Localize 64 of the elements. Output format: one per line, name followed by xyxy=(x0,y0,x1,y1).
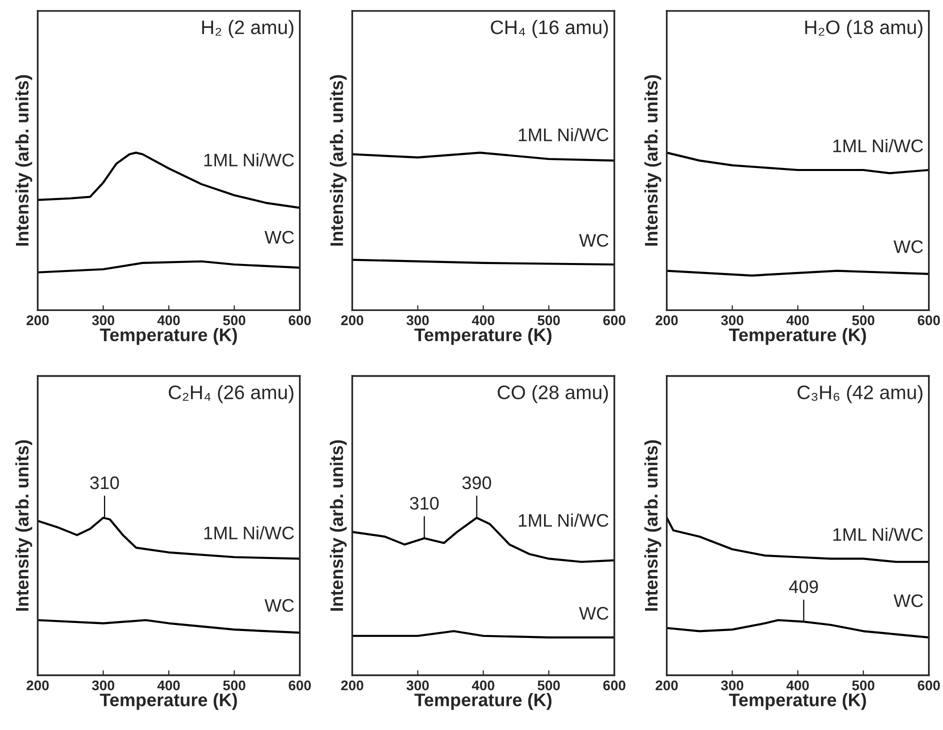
x-tick-label: 400 xyxy=(472,315,494,326)
chart-title: H₂ (2 amu) xyxy=(202,20,294,38)
x-tick-label: 500 xyxy=(852,315,874,326)
x-tick-label: 200 xyxy=(26,680,49,690)
x-tick-label: 600 xyxy=(918,315,940,326)
y-axis-title: Intensity (arb. units) xyxy=(15,440,32,611)
series-label: WC xyxy=(894,594,923,608)
x-tick-label: 300 xyxy=(721,315,744,326)
x-tick-label: 400 xyxy=(786,680,809,690)
x-tick-label: 600 xyxy=(918,680,940,690)
series-label: WC xyxy=(579,606,608,620)
series-label: WC xyxy=(264,599,294,612)
x-axis-title: Temperature (K) xyxy=(728,328,866,345)
x-tick-label: 600 xyxy=(288,315,311,326)
x-tick-label: 200 xyxy=(341,680,364,690)
x-tick-label: 400 xyxy=(157,315,180,326)
x-tick-label: 500 xyxy=(223,680,246,690)
annotation: 409 xyxy=(789,580,818,594)
x-tick-label: 400 xyxy=(786,315,809,326)
x-tick-label: 500 xyxy=(538,315,560,326)
series-label: 1ML Ni/WC xyxy=(204,526,294,540)
annotation: 310 xyxy=(90,476,119,490)
x-axis-title: Temperature (K) xyxy=(414,328,552,345)
x-tick-label: 300 xyxy=(406,680,429,690)
chart-title: CH₄ (16 amu) xyxy=(490,20,608,38)
x-tick-label: 200 xyxy=(656,315,678,326)
x-tick-label: 200 xyxy=(341,315,364,326)
annotation: 310 xyxy=(410,496,439,510)
x-tick-label: 300 xyxy=(92,680,114,690)
x-tick-label: 400 xyxy=(472,680,494,690)
x-tick-label: 600 xyxy=(603,680,626,690)
series-label: 1ML Ni/WC xyxy=(204,153,294,166)
y-axis-title: Intensity (arb. units) xyxy=(15,75,32,246)
x-tick-label: 500 xyxy=(223,315,246,326)
chart-title: C₂H₄ (26 amu) xyxy=(168,384,294,404)
y-axis-title: Intensity (arb. units) xyxy=(644,440,662,611)
series-label: WC xyxy=(579,234,608,247)
annotation: 390 xyxy=(462,476,492,490)
x-tick-label: 500 xyxy=(538,680,560,690)
x-axis-title: Temperature (K) xyxy=(100,328,237,345)
y-axis-title: Intensity (arb. units) xyxy=(330,440,347,611)
y-axis-title: Intensity (arb. units) xyxy=(330,75,347,246)
series-label: WC xyxy=(264,230,294,244)
x-tick-label: 600 xyxy=(288,680,311,690)
x-axis-title: Temperature (K) xyxy=(728,693,866,710)
x-tick-label: 300 xyxy=(721,680,744,690)
chart-title: CO (28 amu) xyxy=(498,384,608,404)
x-tick-label: 300 xyxy=(92,315,114,326)
x-tick-label: 400 xyxy=(157,680,180,690)
series-label: 1ML Ni/WC xyxy=(833,139,923,152)
x-tick-label: 300 xyxy=(406,315,429,326)
series-label: 1ML Ni/WC xyxy=(833,528,923,541)
x-tick-label: 200 xyxy=(656,680,678,690)
x-tick-label: 600 xyxy=(603,315,626,326)
x-axis-title: Temperature (K) xyxy=(100,693,237,710)
chart-title: H₂O (18 amu) xyxy=(805,20,922,38)
y-axis-title: Intensity (arb. units) xyxy=(644,75,662,246)
x-tick-label: 500 xyxy=(852,680,874,690)
chart-title: C₃H₆ (42 amu) xyxy=(798,384,922,404)
series-label: 1ML Ni/WC xyxy=(518,514,608,527)
series-label: WC xyxy=(894,240,923,254)
series-label: 1ML Ni/WC xyxy=(518,128,608,142)
x-axis-title: Temperature (K) xyxy=(414,693,552,710)
x-tick-label: 200 xyxy=(26,315,49,326)
